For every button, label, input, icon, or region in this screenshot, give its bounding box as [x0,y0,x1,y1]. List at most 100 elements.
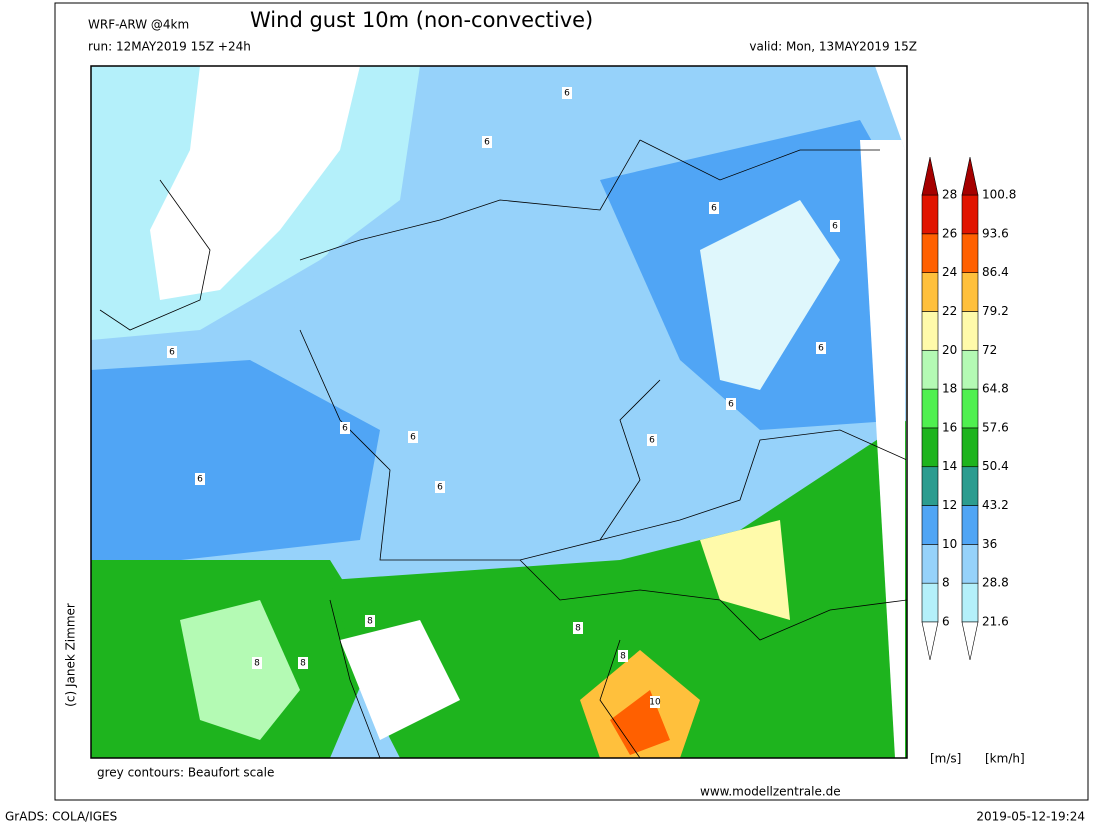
contour-label-box [365,615,375,627]
contour-label: 8 [254,659,260,669]
contour-label: 6 [832,222,838,232]
colorbar-label: 24 [942,265,957,279]
pannonia-strong [700,520,790,620]
colorbar-label: 28.8 [982,576,1009,590]
contour-label: 6 [649,436,655,446]
colorbar-box [961,544,979,584]
colorbar-label: 93.6 [982,226,1009,240]
valid-label: valid: Mon, 13MAY2019 15Z [749,40,917,54]
map-frame [90,65,908,759]
contour-label: 6 [711,204,717,214]
colorbar-label: 12 [942,498,957,512]
colorbar-box [961,349,979,390]
map-title: Wind gust 10m (non-convective) [250,8,593,32]
contour-label-box [709,202,719,214]
colorbar-label: 18 [942,382,957,396]
colorbar-label: 72 [982,343,997,357]
colorbar-box [921,311,939,351]
contour-label: 6 [728,400,734,410]
run-label: run: 12MAY2019 15Z +24h [88,40,251,54]
colorbar-box [961,311,979,351]
unit-kmh: [km/h] [985,752,1025,766]
contour-label: 8 [575,624,581,634]
colorbar-label: 43.2 [982,498,1009,512]
contour-labels: 6 6 6 6 6 6 6 6 6 8 8 8 8 8 10 6 6 6 [167,87,840,708]
colorbar-label: 22 [942,304,957,318]
calm-region [150,66,360,300]
colorbar-box [921,544,939,584]
colorbar-label: 14 [942,459,957,473]
colorbar-label: 26 [942,226,957,240]
contour-label-box [340,422,350,434]
colorbar-above [921,156,939,196]
contour-label-box [816,342,826,354]
colorbar-label: 20 [942,343,957,357]
borders [99,139,907,758]
colorbar-label: 57.6 [982,420,1009,434]
colorbar-below [921,621,939,661]
colorbar-box [921,505,939,545]
contour-label: 6 [484,138,490,148]
colorbar-box [961,233,979,273]
contour-label: 6 [342,424,348,434]
colorbar: 6 8 10 12 14 16 18 20 22 24 26 28 21.6 28.8 36 43.2 50.4… [921,156,1016,661]
contour-label-box [435,481,445,493]
contour-label: 8 [367,617,373,627]
contour-label: 6 [410,433,416,443]
colorbar-label: 6 [942,615,950,629]
colorbar-box [961,272,979,312]
colorbar-box [921,582,939,623]
contour-label-box [408,431,418,443]
colorbar-label: 10 [942,537,957,551]
contour-label-box [195,473,205,485]
unit-ms: [m/s] [930,752,961,766]
contour-label: 10 [649,698,661,708]
contour-label: 8 [300,659,306,669]
contour-label: 6 [564,89,570,99]
alps-gusts [330,420,907,758]
colorbar-box [921,349,939,390]
map: 6 6 6 6 6 6 6 6 6 8 8 8 8 8 10 6 6 6 [90,65,908,759]
colorbar-above [961,156,979,196]
contour-label-box [252,657,262,669]
colorbar-label: 36 [982,537,997,551]
contour-label: 6 [437,483,443,493]
outer-frame [54,2,1089,801]
colorbar-label: 50.4 [982,459,1009,473]
contour-label: 6 [818,344,824,354]
contour-label: 6 [169,348,175,358]
contour-label-box [618,650,628,662]
southwest-strong [180,600,300,740]
colorbar-box [921,194,939,235]
colorbar-below [961,621,979,661]
colorbar-box [921,272,939,312]
colorbar-label: 28 [942,188,957,202]
colorbar-box [921,233,939,273]
colorbar-box [961,582,979,623]
colorbar-label: 8 [942,576,950,590]
colorbar-box [961,466,979,506]
east-calm [700,200,840,390]
contour-label-box [830,220,840,232]
colorbar-label: 64.8 [982,382,1009,396]
timestamp: 2019-05-12-19:24 [976,810,1085,824]
colorbar-box [961,427,979,468]
contour-label-box [482,136,492,148]
credit: (c) Janek Zimmer [64,603,78,707]
colorbar-label: 100.8 [982,188,1016,202]
contour-label-box [573,622,583,634]
contour-label-box [726,398,736,410]
contour-label: 8 [620,652,626,662]
contour-label-box [647,434,657,446]
colorbar-label: 21.6 [982,615,1009,629]
po-calm [340,620,460,740]
contour-label: 6 [197,475,203,485]
model-label: WRF-ARW @4km [88,18,189,32]
colorbar-label: 79.2 [982,304,1009,318]
colorbar-label: 86.4 [982,265,1009,279]
website: www.modellzentrale.de [700,785,841,799]
colorbar-box [921,427,939,468]
contour-label-box [562,87,572,99]
west-region [91,360,380,570]
